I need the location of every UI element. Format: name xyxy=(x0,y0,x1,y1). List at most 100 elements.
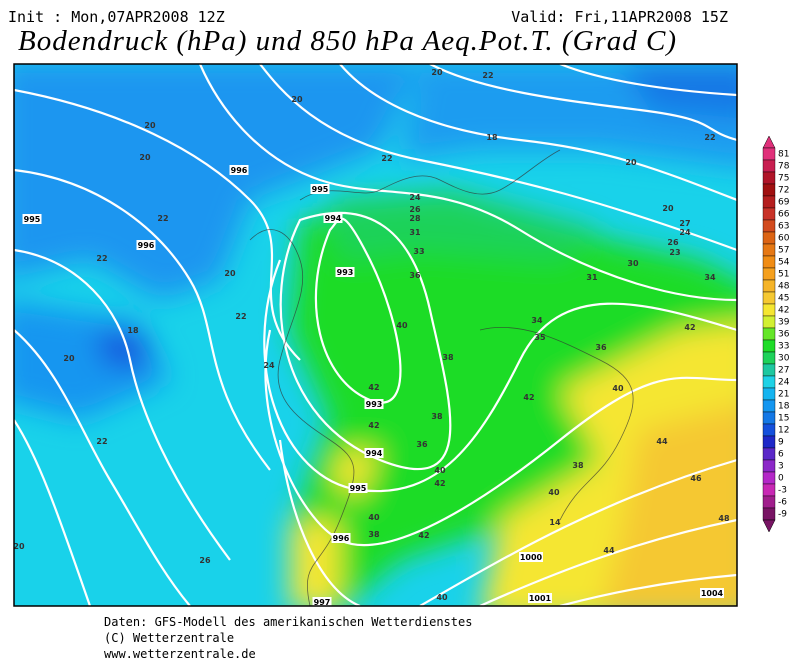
contour-label: 997 xyxy=(314,598,331,607)
colorbar-label: 0 xyxy=(778,474,784,484)
contour-label-box xyxy=(22,214,42,224)
footer-line: www.wetterzentrale.de xyxy=(104,647,256,661)
colorbar-segment xyxy=(762,495,776,509)
contour-label: 34 xyxy=(531,316,543,325)
contour-label: 22 xyxy=(96,254,107,263)
colorbar-segment xyxy=(762,279,776,293)
colorbar-segment xyxy=(762,483,776,497)
contour-label: 36 xyxy=(595,343,607,352)
contour-label: 42 xyxy=(684,323,695,332)
contour-label: 26 xyxy=(409,205,421,214)
colorbar-label: 21 xyxy=(778,390,789,400)
contour-label: 18 xyxy=(486,133,498,142)
contour-label: 1004 xyxy=(701,589,724,598)
contour-label: 46 xyxy=(690,474,702,483)
contour-label: 33 xyxy=(413,247,424,256)
colorbar-segment xyxy=(762,351,776,365)
colorbar-label: 39 xyxy=(778,318,790,328)
contour-label: 20 xyxy=(662,204,674,213)
contour-label: 1001 xyxy=(529,594,552,603)
contour-label-box xyxy=(519,552,543,562)
contour-label: 22 xyxy=(157,214,168,223)
contour-label-box xyxy=(700,588,724,598)
colorbar-segment xyxy=(762,243,776,257)
contour-label-box xyxy=(348,483,368,493)
footer-line: (C) Wetterzentrale xyxy=(104,631,234,645)
contour-label: 26 xyxy=(667,238,679,247)
colorbar-segment xyxy=(762,303,776,317)
contour-label: 20 xyxy=(139,153,151,162)
contour-label: 995 xyxy=(24,215,41,224)
coastlines xyxy=(249,149,634,606)
contour-label-box xyxy=(364,448,384,458)
colorbar-cap xyxy=(762,135,776,149)
contour-label: 40 xyxy=(368,513,380,522)
colorbar-segment xyxy=(762,159,776,173)
colorbar-segment xyxy=(762,363,776,377)
colorbar-segment xyxy=(762,459,776,473)
colorbar-segment xyxy=(762,507,776,521)
colorbar-label: 33 xyxy=(778,342,789,352)
contour-label: 38 xyxy=(368,530,380,539)
contour-label: 42 xyxy=(434,479,445,488)
temperature-field xyxy=(14,64,737,606)
colorbar-label: 51 xyxy=(778,270,789,280)
colorbar-label: 81 xyxy=(778,150,789,160)
contour-label: 42 xyxy=(368,383,379,392)
contour-label: 30 xyxy=(627,259,639,268)
colorbar-segment xyxy=(762,375,776,389)
contour-label: 36 xyxy=(409,271,421,280)
colorbar-segment xyxy=(762,471,776,485)
contour-label: 24 xyxy=(679,228,691,237)
contour-label: 42 xyxy=(523,393,534,402)
contour-label: 42 xyxy=(368,421,379,430)
colorbar-segment xyxy=(762,315,776,329)
contour-label: 20 xyxy=(224,269,236,278)
colorbar-label: 6 xyxy=(778,450,784,460)
contour-label: 995 xyxy=(350,484,367,493)
map-title: Bodendruck (hPa) und 850 hPa Aeq.Pot.T. … xyxy=(18,25,677,57)
contour-label: 22 xyxy=(704,133,715,142)
contour-label: 20 xyxy=(625,158,637,167)
contour-label: 31 xyxy=(586,273,598,282)
colorbar-segment xyxy=(762,435,776,449)
contour-label: 38 xyxy=(442,353,454,362)
colorbar-segment xyxy=(762,207,776,221)
contour-label-box xyxy=(364,399,384,409)
contour-label: 40 xyxy=(396,321,408,330)
colorbar: 8178757269666360575451484542393633302724… xyxy=(762,135,790,533)
contour-labels: 996 995 994 993 993 994 995 996 995 996 997 1000 100… xyxy=(13,68,730,607)
colorbar-segment xyxy=(762,183,776,197)
colorbar-label: 54 xyxy=(778,258,790,268)
contour-label: 42 xyxy=(418,531,429,540)
colorbar-segment xyxy=(762,231,776,245)
colorbar-cap xyxy=(762,519,776,533)
colorbar-label: 63 xyxy=(778,222,789,232)
isobars xyxy=(14,64,737,606)
contour-label: 27 xyxy=(679,219,690,228)
contour-label: 34 xyxy=(704,273,716,282)
contour-label: 40 xyxy=(612,384,624,393)
contour-label: 44 xyxy=(603,546,615,555)
contour-label: 20 xyxy=(13,542,25,551)
colorbar-label: 27 xyxy=(778,366,789,376)
contour-label-box xyxy=(335,267,355,277)
contour-label: 996 xyxy=(231,166,248,175)
contour-label: 22 xyxy=(381,154,392,163)
colorbar-label: 42 xyxy=(778,306,789,316)
contour-label: 20 xyxy=(63,354,75,363)
contour-label-box xyxy=(323,213,343,223)
contour-label-box xyxy=(331,533,351,543)
colorbar-label: 48 xyxy=(778,282,790,292)
colorbar-label: 15 xyxy=(778,414,789,424)
contour-label: 22 xyxy=(96,437,107,446)
colorbar-label: 24 xyxy=(778,378,790,388)
map-area: 996 995 994 993 993 994 995 996 995 996 997 1000 100… xyxy=(13,64,737,607)
contour-label: 996 xyxy=(333,534,350,543)
colorbar-label: 75 xyxy=(778,174,789,184)
colorbar-segment xyxy=(762,147,776,161)
contour-label: 995 xyxy=(312,185,329,194)
contour-label: 26 xyxy=(199,556,211,565)
contour-label: 993 xyxy=(366,400,383,409)
contour-label: 44 xyxy=(656,437,668,446)
